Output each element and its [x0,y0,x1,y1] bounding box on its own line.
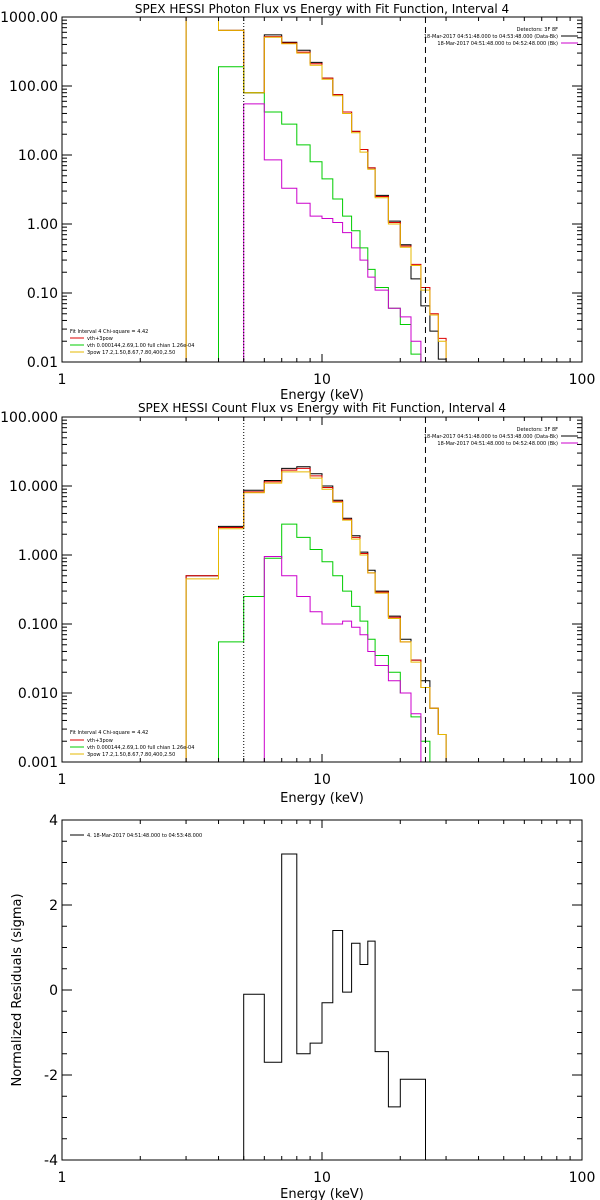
residuals-axes-frame [61,819,583,1161]
photon-flux-xtick-label-1: 10 [313,372,331,388]
residuals-ylabel: Normalized Residuals (sigma) [10,893,25,1086]
count-flux-legend-header: Detectors: 3F 8F [517,427,558,433]
count-flux-xtick-label-2: 100 [569,772,596,788]
residuals-panel: 1 10 100 -4 -2 0 2 4 Energy (keV) Normalized Re… [10,813,595,1200]
photon-flux-fit-entry-2: 3pow 17.2,1.50,8.67,7.80,400,2.50 [87,350,175,356]
count-flux-legend-top: Detectors: 3F 8F 18-Mar-2017 04:51:48.00… [424,427,578,447]
count-flux-ticks: 1 10 100 0.001 0.010 0.100 1.000 10.000 100.000 [0,410,595,788]
photon-flux-xtick-label-0: 1 [58,372,67,388]
photon-flux-ytick-label-0: 0.01 [27,355,58,371]
count-flux-ytick-label-5: 100.000 [0,410,58,426]
count-flux-axes-frame [61,416,583,763]
photon-flux-panel: SPEX HESSI Photon Flux vs Energy with Fi… [0,2,595,403]
count-flux-ytick-label-4: 10.000 [9,479,58,495]
photon-flux-fit-entry-0: vth+3pow [87,336,113,342]
photon-flux-ytick-label-3: 10.00 [18,148,58,164]
photon-flux-xtick-label-2: 100 [569,372,596,388]
count-flux-panel: SPEX HESSI Count Flux vs Energy with Fit… [0,401,595,806]
count-flux-xlabel: Energy (keV) [280,791,364,806]
residuals-xtick-label-0: 1 [58,1170,67,1186]
residuals-ticks: 1 10 100 -4 -2 0 2 4 [44,813,595,1186]
residuals-data [243,853,426,1160]
count-flux-series-0 [185,466,461,763]
count-flux-fit-entry-0: vth+3pow [87,738,113,744]
count-flux-series-1 [185,467,461,763]
photon-flux-ytick-label-1: 0.10 [27,286,58,302]
residuals-ytick-label-4: 4 [49,813,58,829]
count-flux-series-2 [186,523,461,763]
count-flux-legend-entry-data: 18-Mar-2017 04:51:48.000 to 04:53:48.000… [424,434,558,440]
photon-flux-series-2 [186,66,454,363]
photon-flux-fit-entry-1: vth 0.000144,2.69,1.00 full chian 1.26e-… [87,343,194,349]
count-flux-fit-entry-1: vth 0.000144,2.69,1.00 full chian 1.26e-… [87,745,194,751]
photon-flux-series-3 [185,16,454,363]
count-flux-ytick-label-3: 1.000 [18,548,58,564]
residuals-xlabel: Energy (keV) [280,1187,364,1200]
residuals-ytick-label-0: -4 [44,1153,58,1169]
count-flux-legend-entry-bk: 18-Mar-2017 04:51:48.000 to 04:52:48.000… [437,441,558,447]
photon-flux-legend-entry-bk: 18-Mar-2017 04:51:48.000 to 04:52:48.000… [437,41,558,47]
photon-flux-legend-entry-data: 18-Mar-2017 04:51:48.000 to 04:53:48.000… [424,34,558,40]
residuals-xtick-label-1: 10 [313,1170,331,1186]
count-flux-legend-bottom: Fit Interval 4 Chi-square = 4.42 vth+3po… [70,730,194,758]
count-flux-fit-header: Fit Interval 4 Chi-square = 4.42 [70,730,148,736]
photon-flux-ytick-label-2: 1.00 [27,217,58,233]
photon-flux-legend-bottom: Fit Interval 4 Chi-square = 4.42 vth+3po… [70,329,194,356]
photon-flux-ticks: 1 10 100 0.01 0.10 1.00 10.00 100.00 1000.00 [0,10,595,388]
count-flux-series-3 [185,471,461,763]
count-flux-ytick-label-2: 0.100 [18,617,58,633]
photon-flux-data [185,16,454,363]
photon-flux-xlabel: Energy (keV) [280,388,364,403]
residuals-legend-entry: 4. 18-Mar-2017 04:51:48.000 to 04:53:48.… [87,833,202,839]
photon-flux-legend-header: Detectors: 3F 8F [517,27,558,33]
count-flux-xtick-label-1: 10 [313,772,331,788]
residuals-xtick-label-2: 100 [569,1170,596,1186]
photon-flux-series-4 [186,103,454,363]
photon-flux-legend-top: Detectors: 3F 8F 18-Mar-2017 04:51:48.00… [424,27,578,47]
residuals-ytick-label-1: -2 [44,1068,58,1084]
photon-flux-fit-header: Fit Interval 4 Chi-square = 4.42 [70,329,148,335]
count-flux-series-4 [186,556,461,763]
photon-flux-series-1 [185,16,454,363]
count-flux-xtick-label-0: 1 [58,772,67,788]
residuals-series-0 [243,853,426,1160]
photon-flux-ytick-label-4: 100.00 [9,79,58,95]
residuals-ytick-label-2: 0 [49,983,58,999]
count-flux-data [185,417,461,763]
photon-flux-ytick-label-5: 1000.00 [0,10,58,26]
photon-flux-title: SPEX HESSI Photon Flux vs Energy with Fi… [135,2,509,16]
count-flux-fit-entry-2: 3pow 17.2,1.50,8.67,7.80,400,2.50 [87,752,175,758]
residuals-ytick-label-3: 2 [49,898,58,914]
count-flux-ytick-label-1: 0.010 [18,686,58,702]
count-flux-ytick-label-0: 0.001 [18,755,58,771]
count-flux-title: SPEX HESSI Count Flux vs Energy with Fit… [138,401,506,415]
photon-flux-series-0 [185,16,454,363]
